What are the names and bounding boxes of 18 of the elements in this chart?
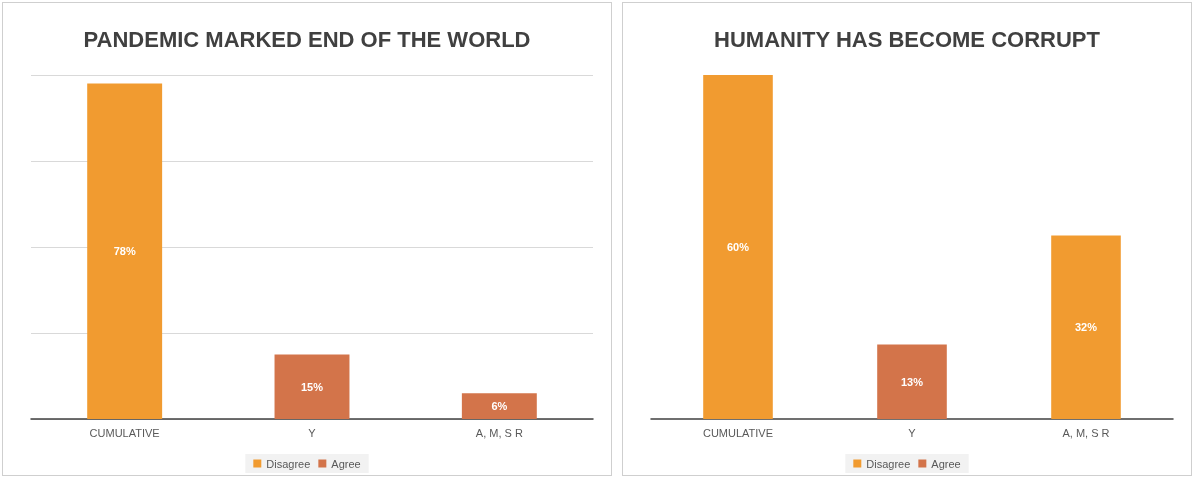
x-tick-label: CUMULATIVE [89,426,160,439]
x-tick-label: Y [908,426,917,439]
legend-label: Agree [331,457,361,470]
legend-label: Agree [931,457,961,470]
legend-label: Disagree [866,457,911,470]
data-label: 78% [113,245,136,258]
chart-title: PANDEMIC MARKED END OF THE WORLD [83,26,531,52]
data-label: 6% [491,400,508,413]
x-tick-label: CUMULATIVE [702,426,774,439]
data-label: 32% [1074,321,1098,334]
data-label: 13% [900,375,924,388]
x-tick-label: Y [308,426,317,439]
chart-title: HUMANITY HAS BECOME CORRUPT [714,26,1101,52]
legend-label: Disagree [266,457,311,470]
data-label: 60% [726,241,750,253]
data-label: 15% [300,380,324,393]
x-tick-label: A, M, S R [1062,426,1110,439]
x-tick-label: A, M, S R [475,426,523,439]
